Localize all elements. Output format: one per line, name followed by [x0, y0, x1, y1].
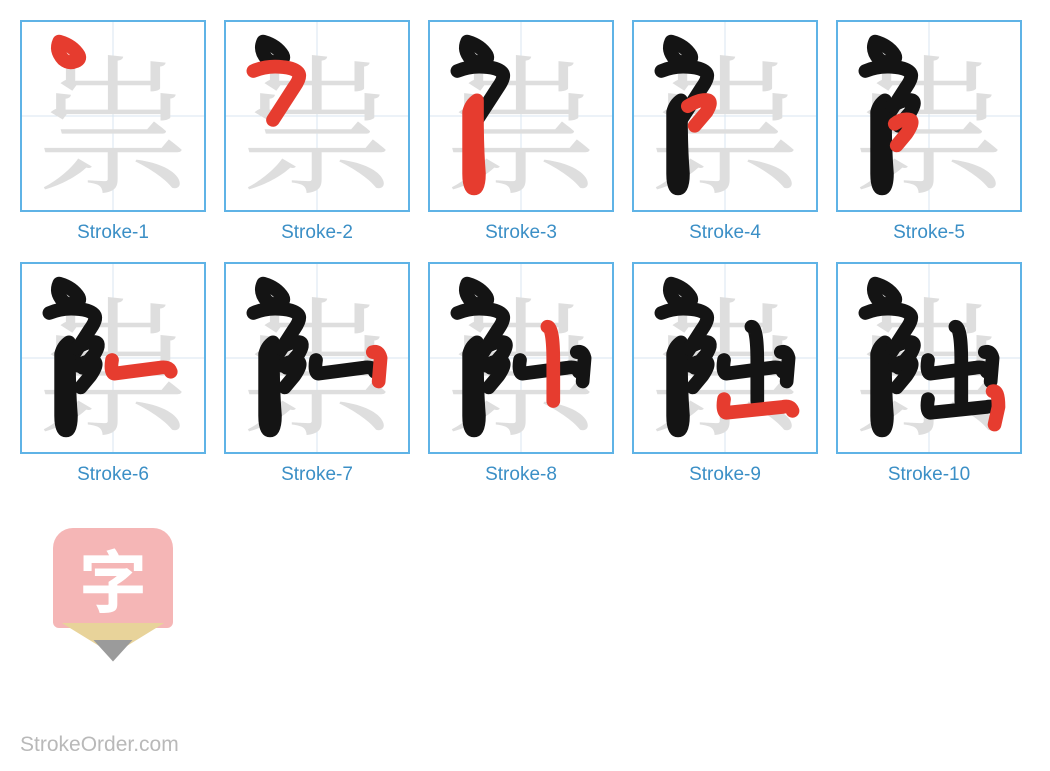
stroke-svg — [838, 22, 1020, 210]
stroke-caption: Stroke-4 — [689, 222, 761, 244]
stroke-caption: Stroke-10 — [888, 464, 970, 486]
stroke-svg — [634, 22, 816, 210]
stroke-svg — [634, 264, 816, 452]
stroke-caption: Stroke-9 — [689, 464, 761, 486]
stroke-caption: Stroke-8 — [485, 464, 557, 486]
stroke-tile: 祟 — [428, 20, 614, 212]
stroke-cell: 祟 Stroke-6 — [20, 262, 206, 486]
stroke-caption: Stroke-7 — [281, 464, 353, 486]
stroke-cell: 祟 Stroke-5 — [836, 20, 1022, 244]
stroke-caption: Stroke-1 — [77, 222, 149, 244]
stroke-caption: Stroke-3 — [485, 222, 557, 244]
stroke-cell: 祟 Stroke-7 — [224, 262, 410, 486]
stroke-tile: 祟 — [632, 20, 818, 212]
stroke-caption: Stroke-6 — [77, 464, 149, 486]
stroke-caption: Stroke-2 — [281, 222, 353, 244]
stroke-tile: 祟 — [224, 262, 410, 454]
pencil-logo-icon: 字 — [53, 528, 173, 673]
stroke-cell: 祟 Stroke-8 — [428, 262, 614, 486]
stroke-cell: 祟 Stroke-3 — [428, 20, 614, 244]
logo-wrap: 字 — [20, 504, 206, 696]
stroke-cell: 祟 Stroke-2 — [224, 20, 410, 244]
stroke-tile: 祟 — [632, 262, 818, 454]
stroke-svg — [226, 22, 408, 210]
stroke-svg — [430, 22, 612, 210]
stroke-svg — [22, 22, 204, 210]
logo-character: 字 — [79, 544, 147, 612]
stroke-svg — [22, 264, 204, 452]
stroke-cell: 祟 Stroke-9 — [632, 262, 818, 486]
stroke-tile: 祟 — [428, 262, 614, 454]
stroke-tile: 祟 — [20, 20, 206, 212]
stroke-svg — [226, 264, 408, 452]
stroke-order-grid: 祟 Stroke-1 祟 Stroke-2 祟 Stroke-3 祟 Stroke-4 祟 Str… — [20, 20, 1030, 696]
logo-top: 字 — [53, 528, 173, 628]
stroke-tile: 祟 — [20, 262, 206, 454]
stroke-tile: 祟 — [836, 262, 1022, 454]
watermark-text: StrokeOrder.com — [20, 733, 179, 757]
logo-pencil-tip — [93, 640, 133, 662]
stroke-caption: Stroke-5 — [893, 222, 965, 244]
stroke-cell: 祟 Stroke-10 — [836, 262, 1022, 486]
stroke-svg — [838, 264, 1020, 452]
stroke-tile: 祟 — [836, 20, 1022, 212]
stroke-cell: 祟 Stroke-1 — [20, 20, 206, 244]
stroke-svg — [430, 264, 612, 452]
stroke-tile: 祟 — [224, 20, 410, 212]
stroke-cell: 祟 Stroke-4 — [632, 20, 818, 244]
logo-cell: 字 — [20, 504, 206, 696]
